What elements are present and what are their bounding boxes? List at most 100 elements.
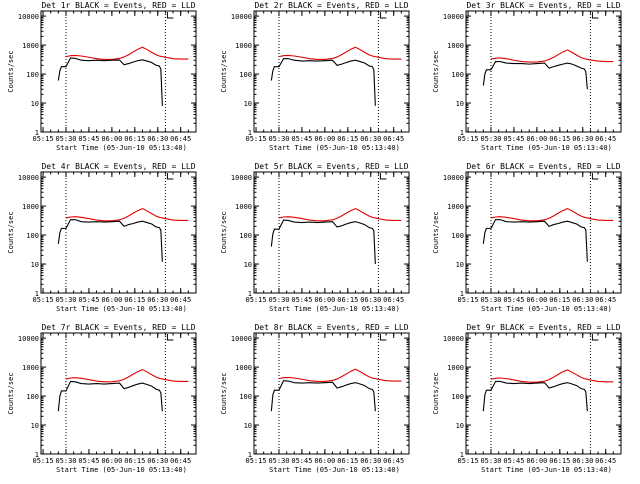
x-axis-label: Start Time (05-Jun-10 05:13:40)	[269, 305, 400, 313]
x-axis-label: Start Time (05-Jun-10 05:13:40)	[269, 144, 400, 152]
plot-frame	[465, 10, 622, 133]
y-tick-label: 1	[460, 129, 464, 137]
x-tick-label: 06:15	[549, 135, 570, 143]
plot-frame	[465, 332, 622, 455]
x-tick-label: 05:15	[458, 135, 479, 143]
x-tick-label: 05:15	[246, 296, 267, 304]
x-tick-label: 05:15	[458, 296, 479, 304]
y-tick-label: 100	[239, 393, 252, 401]
y-tick-label: 1000	[22, 42, 39, 50]
y-tick-label: 1	[248, 129, 252, 137]
series-line-lld	[65, 46, 189, 60]
x-axis-label: Start Time (05-Jun-10 05:13:40)	[269, 466, 400, 474]
y-tick-label: 10	[456, 100, 464, 108]
x-tick-label: 06:00	[314, 135, 335, 143]
detector-panel-4: Det 4r BLACK = Events, RED = LLD 1 10 100 10…	[7, 162, 197, 313]
y-tick-label: 1000	[235, 203, 252, 211]
series-line-lld	[490, 369, 614, 383]
y-tick-label: 10000	[18, 13, 39, 21]
series-line-lld	[278, 368, 402, 382]
panel-title: Det 4r BLACK = Events, RED = LLD	[41, 162, 195, 171]
panel-title: Det 1r BLACK = Events, RED = LLD	[41, 1, 195, 10]
series-line-events	[482, 219, 588, 262]
interval-marker	[379, 12, 387, 19]
y-tick-label: 10	[31, 100, 39, 108]
x-tick-label: 06:45	[170, 296, 191, 304]
y-tick-label: 10000	[443, 335, 464, 343]
x-tick-label: 06:00	[314, 457, 335, 465]
y-tick-label: 1	[460, 451, 464, 459]
y-tick-label: 10000	[443, 174, 464, 182]
detector-panel-3: Det 3r BLACK = Events, RED = LLD 1 10 100 10…	[432, 1, 622, 152]
x-tick-label: 06:15	[337, 457, 358, 465]
y-axis-label: Counts/sec	[432, 211, 440, 253]
y-tick-label: 1	[35, 129, 39, 137]
y-tick-label: 10	[456, 261, 464, 269]
y-tick-label: 100	[26, 393, 39, 401]
x-tick-label: 06:15	[549, 457, 570, 465]
x-axis-label: Start Time (05-Jun-10 05:13:40)	[481, 144, 612, 152]
x-tick-label: 06:15	[124, 457, 145, 465]
y-tick-label: 100	[239, 71, 252, 79]
y-axis-label: Counts/sec	[432, 50, 440, 92]
y-tick-label: 100	[451, 232, 464, 240]
x-tick-label: 05:30	[55, 457, 76, 465]
series-line-events	[270, 380, 376, 412]
y-axis-label: Counts/sec	[220, 372, 228, 414]
y-tick-label: 100	[451, 393, 464, 401]
y-tick-label: 1	[248, 451, 252, 459]
x-tick-label: 06:30	[572, 135, 593, 143]
series-line-lld	[490, 207, 614, 222]
x-tick-label: 05:30	[55, 135, 76, 143]
detector-panel-7: Det 7r BLACK = Events, RED = LLD 1 10 100 10…	[7, 323, 197, 474]
plot-frame	[40, 332, 197, 455]
y-tick-label: 100	[26, 71, 39, 79]
panel-title: Det 9r BLACK = Events, RED = LLD	[466, 323, 620, 332]
plot-frame	[465, 171, 622, 294]
x-tick-label: 06:45	[170, 135, 191, 143]
y-axis-label: Counts/sec	[220, 211, 228, 253]
x-tick-label: 06:30	[147, 135, 168, 143]
x-tick-label: 06:30	[572, 296, 593, 304]
x-tick-label: 05:15	[458, 457, 479, 465]
x-tick-label: 05:15	[33, 457, 54, 465]
y-axis-label: Counts/sec	[432, 372, 440, 414]
y-axis-label: Counts/sec	[7, 372, 15, 414]
y-tick-label: 10	[244, 422, 252, 430]
x-tick-label: 05:15	[33, 135, 54, 143]
plot-frame	[40, 10, 197, 133]
series-line-events	[57, 380, 163, 412]
panel-title: Det 8r BLACK = Events, RED = LLD	[254, 323, 408, 332]
x-axis-label: Start Time (05-Jun-10 05:13:40)	[481, 305, 612, 313]
detector-panel-1: Det 1r BLACK = Events, RED = LLD 1 10 100 10…	[7, 1, 197, 152]
series-line-events	[482, 61, 588, 90]
x-tick-label: 06:00	[101, 135, 122, 143]
series-line-lld	[278, 207, 402, 222]
x-tick-label: 06:15	[337, 135, 358, 143]
x-tick-label: 05:30	[480, 135, 501, 143]
y-tick-label: 10000	[18, 335, 39, 343]
panel-title: Det 3r BLACK = Events, RED = LLD	[466, 1, 620, 10]
x-axis-label: Start Time (05-Jun-10 05:13:40)	[56, 305, 187, 313]
x-tick-label: 06:45	[595, 135, 616, 143]
y-tick-label: 1	[35, 290, 39, 298]
x-tick-label: 05:45	[503, 296, 524, 304]
y-tick-label: 10	[244, 100, 252, 108]
x-tick-label: 06:45	[170, 457, 191, 465]
x-tick-label: 05:45	[78, 135, 99, 143]
x-tick-label: 05:45	[78, 457, 99, 465]
detector-panel-5: Det 5r BLACK = Events, RED = LLD 1 10 100 10…	[220, 162, 410, 313]
y-tick-label: 100	[451, 71, 464, 79]
detector-panel-6: Det 6r BLACK = Events, RED = LLD 1 10 100 10…	[432, 162, 622, 313]
x-tick-label: 06:45	[383, 457, 404, 465]
y-tick-label: 1000	[447, 203, 464, 211]
y-tick-label: 1	[248, 290, 252, 298]
interval-marker	[166, 173, 174, 180]
x-tick-label: 06:00	[526, 457, 547, 465]
x-tick-label: 06:00	[101, 457, 122, 465]
x-tick-label: 05:15	[33, 296, 54, 304]
y-tick-label: 1000	[235, 42, 252, 50]
interval-marker	[379, 173, 387, 180]
x-tick-label: 05:15	[246, 135, 267, 143]
